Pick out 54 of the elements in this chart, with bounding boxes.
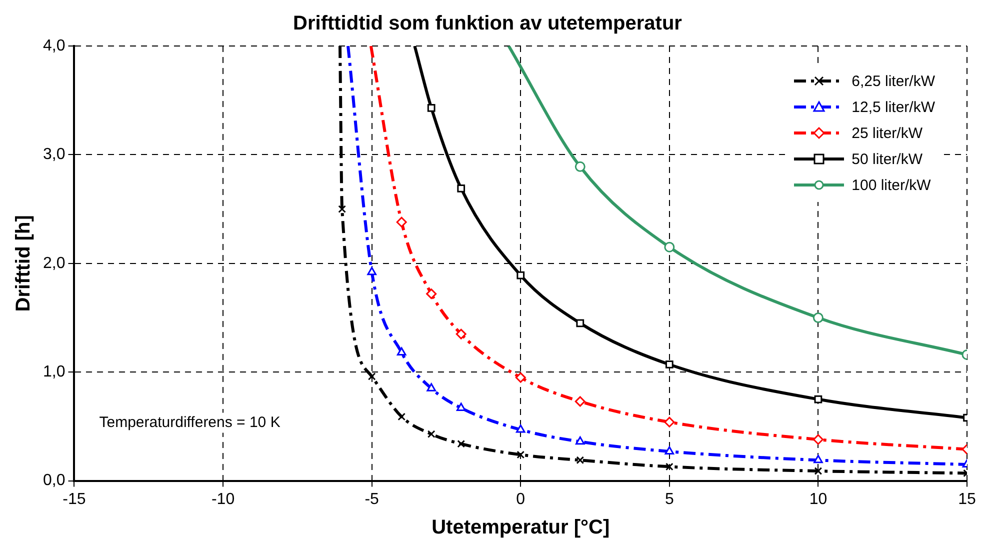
legend-label: 25 liter/kW — [852, 124, 922, 142]
y-tick-label: 3,0 — [42, 146, 66, 164]
point — [814, 467, 822, 475]
point — [426, 288, 437, 300]
point — [576, 319, 584, 328]
point — [664, 446, 674, 454]
point — [516, 450, 525, 459]
point — [664, 416, 675, 428]
x-tick-label: -5 — [364, 490, 380, 508]
y-axis-title: Drifttid [h] — [12, 215, 35, 312]
point — [456, 402, 466, 411]
x-tick-label: 0 — [516, 490, 526, 508]
x-tick-label: 5 — [664, 490, 674, 508]
point — [515, 372, 526, 383]
point — [457, 184, 466, 192]
point — [814, 454, 823, 464]
point — [574, 161, 586, 172]
x-axis-title: Utetemperatur [°C] — [432, 516, 610, 539]
y-tick-label: 0,0 — [42, 472, 66, 490]
point — [457, 440, 466, 448]
point — [574, 396, 586, 407]
point — [665, 360, 674, 368]
point — [367, 266, 376, 276]
legend-label: 100 liter/kW — [852, 176, 931, 194]
point — [664, 242, 675, 252]
point — [396, 216, 407, 228]
point — [516, 271, 525, 280]
y-tick-label: 1,0 — [42, 364, 66, 381]
point — [812, 434, 824, 445]
point — [426, 383, 436, 392]
point — [575, 436, 585, 445]
point — [338, 205, 346, 213]
point — [427, 430, 436, 438]
point — [576, 456, 584, 464]
point — [456, 328, 466, 340]
point — [398, 412, 406, 421]
y-tick-label: 4,0 — [42, 37, 66, 54]
x-tick-label: -15 — [62, 490, 86, 508]
legend-label: 50 liter/kW — [852, 150, 922, 168]
y-tick-label: 2,0 — [42, 254, 66, 272]
annotation: Temperaturdifferens = 10 K — [99, 414, 280, 431]
x-tick-label: 10 — [809, 490, 828, 508]
point — [812, 312, 824, 323]
legend-label: 12,5 liter/kW — [852, 98, 935, 116]
x-tick-label: 15 — [958, 490, 976, 508]
x-tick-label: -10 — [211, 490, 235, 508]
point — [814, 395, 822, 404]
point — [427, 104, 436, 112]
point — [396, 347, 406, 356]
legend-label: 6,25 liter/kW — [852, 72, 935, 90]
point — [368, 372, 376, 380]
point — [665, 462, 674, 471]
chart-title: Drifttidtid som funktion av utetemperatur — [293, 12, 682, 35]
point — [516, 424, 526, 433]
